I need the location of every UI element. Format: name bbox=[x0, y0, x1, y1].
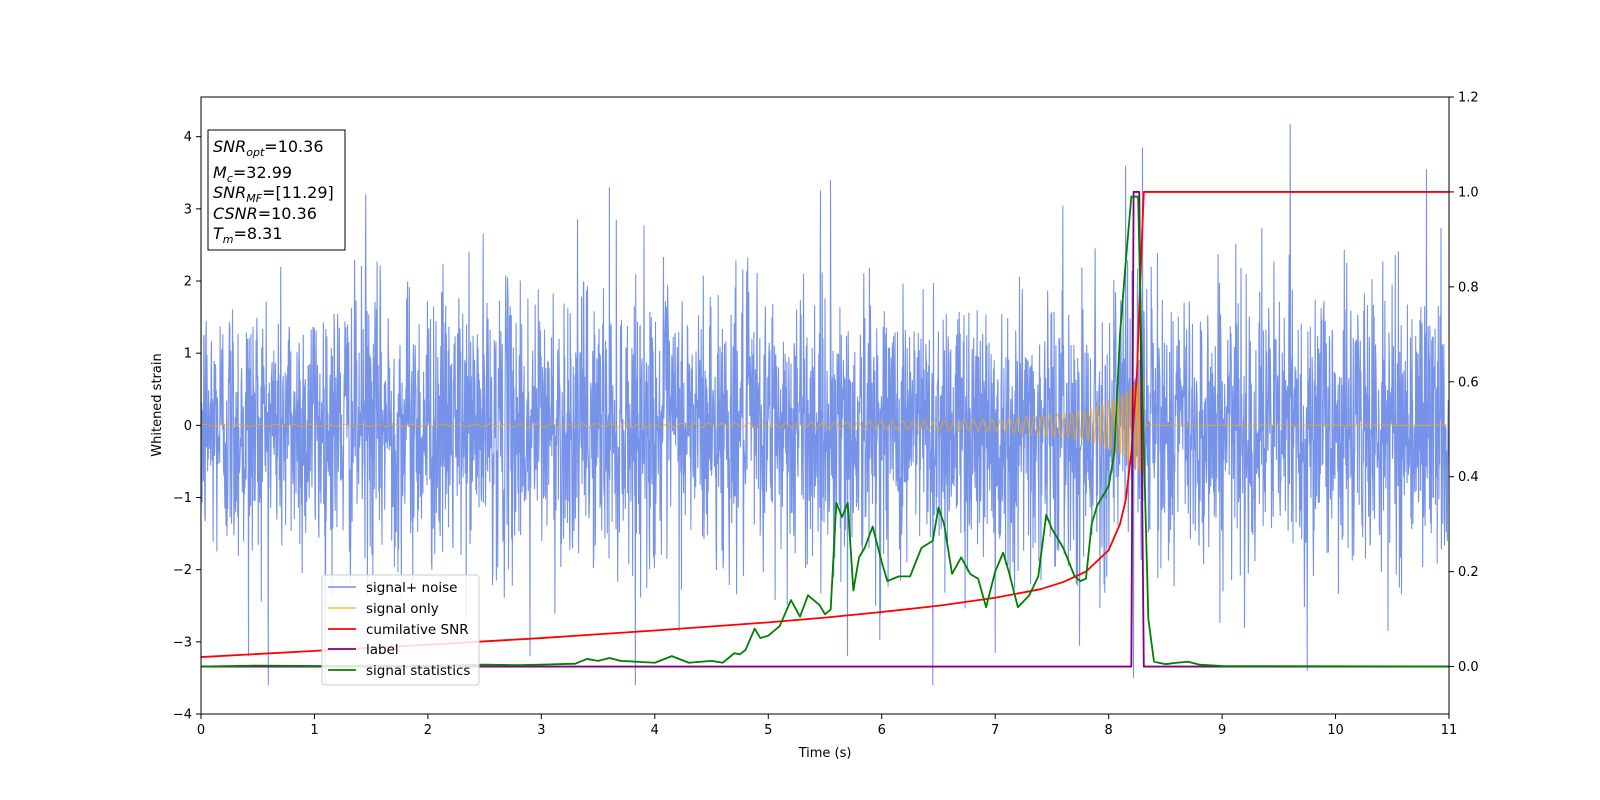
y2-tick-label: 0.4 bbox=[1458, 470, 1479, 485]
legend-label-label: label bbox=[366, 642, 399, 658]
x-tick-label: 4 bbox=[651, 723, 659, 738]
annotation-box: SNRopt=10.36 Mc=32.99SNRMF=[11.29]CSNR=10… bbox=[207, 129, 346, 251]
legend-label-signal-only: signal only bbox=[366, 601, 439, 617]
y-tick-label: −2 bbox=[173, 563, 192, 578]
legend: signal+ noise signal only cumilative SNR la… bbox=[321, 574, 480, 686]
annotation-line: Mc=32.99 bbox=[213, 163, 292, 185]
x-tick-label: 8 bbox=[1104, 723, 1112, 738]
legend-label-cumilative-snr: cumilative SNR bbox=[366, 622, 469, 638]
y-axis-left: −4 −3 −2 −1 0 1 2 3 4 bbox=[173, 130, 201, 723]
y-tick-label: 2 bbox=[184, 275, 192, 290]
x-tick-label: 7 bbox=[991, 723, 999, 738]
legend-label-signal-noise: signal+ noise bbox=[366, 580, 457, 596]
y-axis-label: Whitened strain bbox=[150, 353, 165, 456]
y2-tick-label: 0.8 bbox=[1458, 280, 1479, 295]
y-tick-label: −4 bbox=[173, 708, 192, 723]
y-axis-right: 0.0 0.2 0.4 0.6 0.8 1.0 1.2 bbox=[1449, 91, 1479, 675]
legend-frame bbox=[321, 574, 480, 686]
x-tick-label: 10 bbox=[1327, 723, 1344, 738]
series-layer bbox=[201, 123, 1449, 686]
y-tick-label: 0 bbox=[184, 419, 192, 434]
x-tick-label: 2 bbox=[424, 723, 432, 738]
x-axis-label: Time (s) bbox=[798, 746, 852, 761]
series-line-cumilative-snr bbox=[201, 191, 1449, 658]
x-tick-label: 6 bbox=[878, 723, 886, 738]
y-tick-label: 1 bbox=[184, 347, 192, 362]
annotation-line: SNRMF=[11.29] bbox=[213, 183, 334, 205]
x-tick-label: 0 bbox=[197, 723, 205, 738]
series-line-signal-noise bbox=[201, 123, 1449, 686]
x-axis: 0 1 2 3 4 5 6 7 8 9 10 11 bbox=[197, 714, 1457, 738]
y2-tick-label: 1.0 bbox=[1458, 185, 1479, 200]
x-tick-label: 5 bbox=[764, 723, 772, 738]
y2-tick-label: 0.2 bbox=[1458, 565, 1479, 580]
y-tick-label: 4 bbox=[184, 130, 192, 145]
x-tick-label: 3 bbox=[537, 723, 545, 738]
y-tick-label: 3 bbox=[184, 202, 192, 217]
legend-label-signal-statistics: signal statistics bbox=[366, 663, 470, 679]
series-line-label bbox=[201, 191, 1449, 668]
y2-tick-label: 0.6 bbox=[1458, 375, 1479, 390]
y2-tick-label: 0.0 bbox=[1458, 660, 1479, 675]
y-tick-label: −1 bbox=[173, 491, 192, 506]
series-line-signal-statistics bbox=[201, 195, 1449, 668]
annotation-frame bbox=[207, 129, 346, 251]
annotation-line: CSNR=10.36 bbox=[213, 204, 317, 223]
annotation-line: SNRopt=10.36 bbox=[213, 137, 324, 159]
annotation-line: Tm=8.31 bbox=[213, 224, 283, 246]
plot-frame bbox=[200, 96, 1450, 715]
x-tick-label: 11 bbox=[1441, 723, 1458, 738]
x-tick-label: 1 bbox=[310, 723, 318, 738]
x-tick-label: 9 bbox=[1218, 723, 1226, 738]
y-tick-label: −3 bbox=[173, 635, 192, 650]
series-line-signal-only bbox=[201, 377, 1449, 475]
y2-tick-label: 1.2 bbox=[1458, 91, 1479, 106]
